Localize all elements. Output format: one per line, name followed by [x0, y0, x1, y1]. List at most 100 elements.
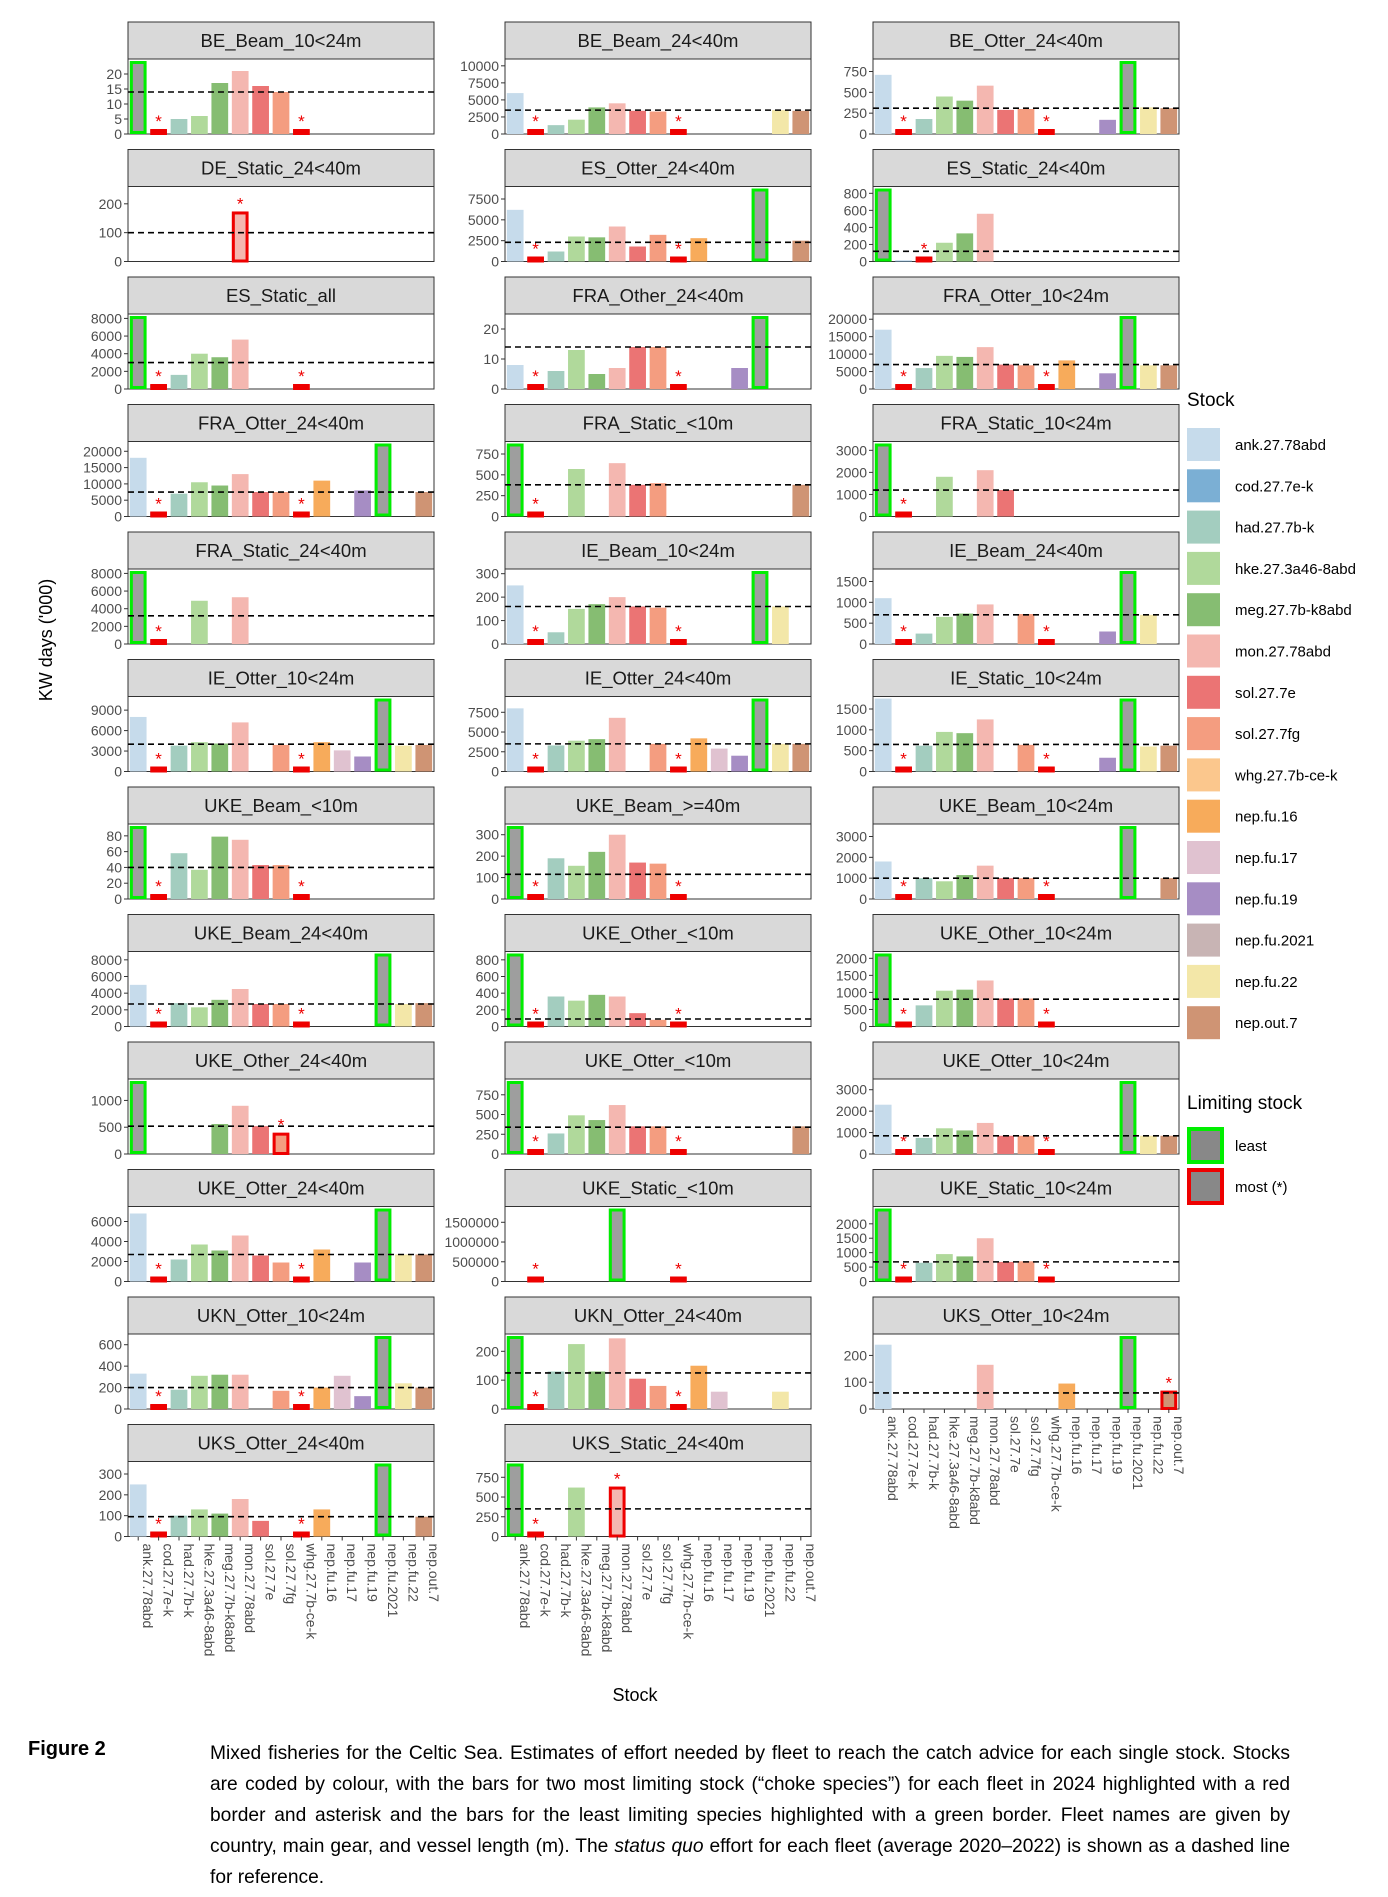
y-tick-label: 20: [106, 875, 122, 891]
bar: [772, 606, 789, 644]
legend-label: nep.fu.17: [1235, 850, 1298, 867]
panel-title: IE_Static_10<24m: [950, 668, 1102, 690]
most-limiting-highlight: [895, 1149, 912, 1155]
most-limiting-asterisk: *: [1165, 1374, 1172, 1393]
y-tick-label: 200: [476, 1343, 500, 1359]
bar: [874, 443, 892, 517]
bar: [395, 745, 412, 772]
bar: [772, 110, 789, 134]
bar: [231, 1235, 249, 1282]
panel-title: UKS_Otter_10<24m: [942, 1305, 1109, 1327]
bar: [1058, 360, 1076, 389]
bar: [568, 1000, 585, 1027]
most-limiting-highlight: [527, 766, 544, 773]
bar: [997, 109, 1014, 134]
y-tick-label: 9000: [91, 702, 122, 718]
bar: [936, 1254, 953, 1282]
bar: [333, 1375, 351, 1409]
legend-label: whg.27.7b-ce-k: [1234, 767, 1338, 784]
bar: [976, 85, 994, 134]
y-tick-label: 300: [99, 1466, 123, 1482]
x-tick-label: nep.fu.19: [742, 1544, 758, 1603]
most-limiting-asterisk: *: [298, 750, 305, 769]
bar: [231, 722, 249, 772]
bar: [374, 1208, 392, 1282]
x-tick-label: nep.fu.19: [1110, 1416, 1126, 1475]
y-tick-label: 500: [844, 84, 868, 100]
panel-frame: [127, 186, 435, 262]
bar: [231, 1105, 249, 1154]
y-tick-label: 7500: [468, 191, 499, 207]
y-tick-label: 2000: [91, 1002, 122, 1018]
y-tick-label: 7500: [468, 704, 499, 720]
bar: [313, 480, 331, 517]
most-limiting-highlight: [527, 639, 544, 645]
most-limiting-highlight: [670, 766, 687, 773]
bar: [415, 1387, 433, 1409]
panel-strip: [127, 1169, 435, 1207]
y-tick-label: 2000: [91, 1254, 122, 1270]
y-tick-label: 1500000: [444, 1214, 499, 1230]
y-tick-label: 200: [99, 1487, 123, 1503]
bar: [649, 1019, 667, 1027]
y-tick-label: 750: [476, 446, 500, 462]
least-limiting-highlight: [129, 316, 147, 389]
y-tick-label: 0: [491, 764, 499, 780]
x-tick-label: had.27.7b-k: [558, 1544, 574, 1619]
most-limiting-asterisk: *: [900, 367, 907, 386]
bar: [915, 119, 933, 134]
bar: [272, 92, 290, 134]
y-tick-label: 10000: [828, 346, 867, 362]
y-tick-label: 8000: [91, 310, 122, 326]
bar: [629, 484, 646, 517]
most-limiting-asterisk: *: [298, 1260, 305, 1279]
most-limiting-asterisk: *: [298, 1515, 305, 1534]
bar: [608, 103, 626, 134]
legend-swatch: [1187, 551, 1220, 585]
most-limiting-highlight: [670, 256, 687, 263]
x-tick-label: nep.out.7: [1171, 1416, 1187, 1475]
bar: [231, 597, 249, 644]
y-tick-label: 6000: [91, 1214, 122, 1230]
bar: [211, 999, 229, 1027]
y-tick-label: 60: [106, 844, 122, 860]
y-tick-label: 200: [476, 1002, 500, 1018]
bar: [272, 865, 290, 899]
bar: [170, 745, 188, 772]
most-limiting-asterisk: *: [532, 1387, 539, 1406]
x-tick-label: nep.fu.16: [701, 1544, 717, 1603]
panel-title: UKE_Other_24<40m: [195, 1050, 367, 1072]
least-limiting-highlight: [874, 443, 892, 517]
bar: [1160, 878, 1178, 899]
bar: [1119, 571, 1137, 644]
bar: [997, 1135, 1014, 1154]
bar: [1140, 1135, 1157, 1154]
least-limiting-highlight: [129, 826, 147, 899]
x-tick-label: nep.fu.2021: [1130, 1416, 1146, 1490]
bar: [415, 1516, 433, 1537]
legend-label: nep.fu.19: [1235, 891, 1298, 908]
bar: [1140, 614, 1157, 644]
bar: [129, 457, 147, 517]
x-tick-label: had.27.7b-k: [181, 1544, 197, 1619]
bar: [629, 862, 646, 899]
bar: [211, 83, 229, 134]
y-tick-label: 200: [99, 196, 123, 212]
most-limiting-highlight: [527, 1149, 544, 1155]
least-limiting-highlight: [129, 61, 147, 134]
bar: [568, 119, 585, 134]
y-tick-label: 300: [476, 566, 500, 582]
least-limiting-highlight: [751, 571, 769, 644]
bar: [649, 111, 667, 134]
bar: [936, 616, 953, 644]
y-tick-label: 0: [491, 1401, 499, 1417]
y-tick-label: 6000: [91, 969, 122, 985]
bar: [690, 238, 708, 262]
panel-strip: [127, 404, 435, 442]
most-limiting-highlight: [670, 894, 687, 900]
y-tick-label: 200: [844, 1347, 868, 1363]
y-tick-label: 15000: [828, 329, 867, 345]
bar: [211, 1513, 229, 1537]
x-tick-label: nep.fu.22: [1150, 1416, 1166, 1475]
bar: [1160, 745, 1178, 772]
